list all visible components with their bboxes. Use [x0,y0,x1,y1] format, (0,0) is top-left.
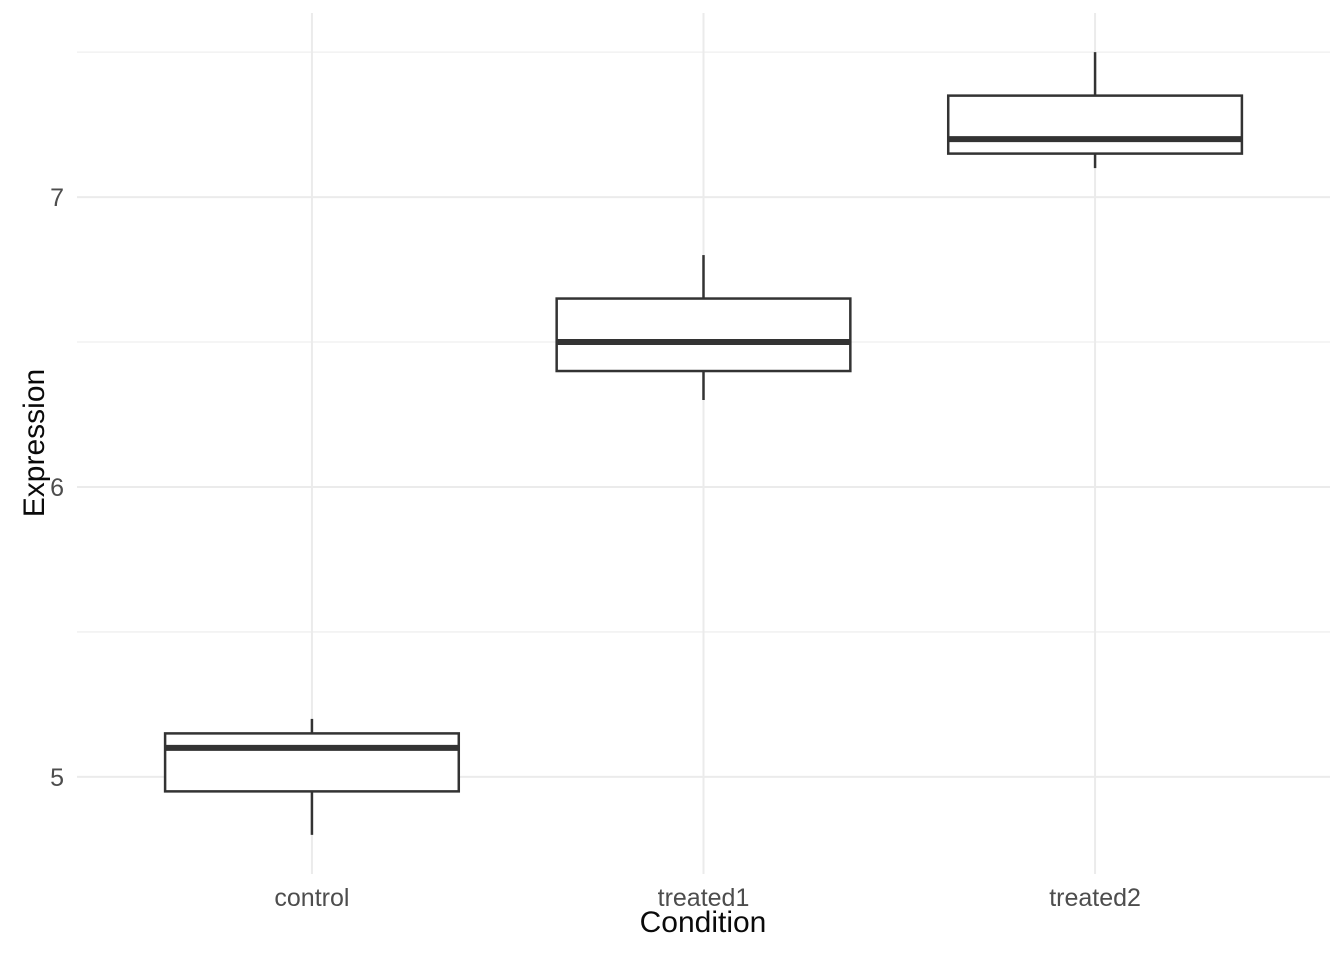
y-axis-title: Expression [18,368,51,518]
x-tick-label: control [274,884,349,912]
x-tick-label: treated1 [658,884,750,912]
box-treated1 [555,297,852,373]
x-axis-title: Condition [639,906,767,939]
box-treated2 [946,94,1244,155]
y-tick-label: 7 [50,184,64,212]
x-tick-label: treated2 [1049,884,1141,912]
box-control [163,732,461,793]
y-tick-label: 6 [50,474,64,502]
y-tick-label: 5 [50,764,64,792]
